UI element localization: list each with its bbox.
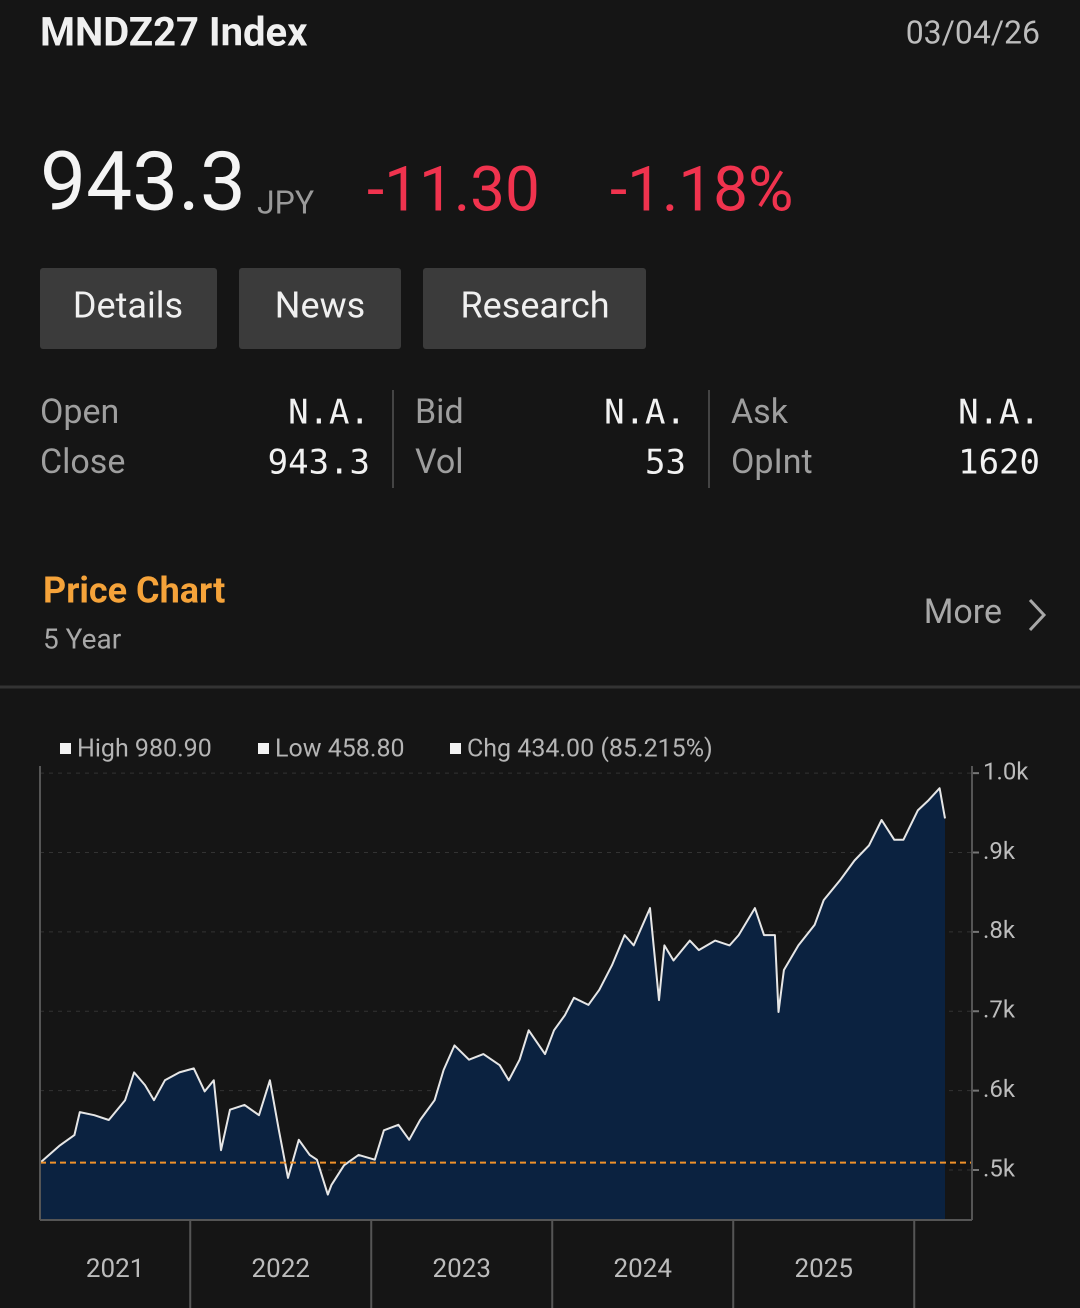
x-tick-label: 2024 [614, 1254, 673, 1284]
section-subtitle: 5 Year [43, 622, 122, 655]
y-tick-label: .9k [983, 837, 1016, 865]
x-tick-label: 2021 [86, 1254, 144, 1284]
legend-swatch [258, 743, 269, 754]
date: 03/04/26 [906, 13, 1040, 51]
tab-label[interactable]: Details [73, 285, 183, 327]
stat-value: N.A. [288, 393, 370, 433]
stat-label: Close [40, 442, 125, 482]
more-link[interactable]: More [924, 592, 1002, 632]
stat-label: Vol [415, 442, 464, 482]
y-tick-label: .5k [983, 1154, 1016, 1182]
stat-value: 1620 [958, 443, 1040, 483]
legend-label: Low 458.80 [275, 735, 405, 764]
stat-value: 53 [645, 443, 686, 483]
x-tick-label: 2025 [795, 1254, 853, 1284]
stat-label: OpInt [731, 442, 813, 482]
stat-value: N.A. [958, 393, 1040, 433]
tab-button[interactable] [239, 268, 401, 349]
stat-label: Open [40, 392, 119, 432]
legend-swatch [450, 743, 461, 754]
title: MNDZ27 Index [40, 9, 308, 56]
stat-value: N.A. [604, 393, 686, 433]
stat-label: Ask [731, 392, 789, 432]
y-tick-label: 1.0k [983, 757, 1029, 785]
change-pct: -1.18% [610, 153, 793, 226]
stat-value: 943.3 [268, 443, 370, 483]
y-tick-label: .8k [983, 916, 1016, 944]
x-tick-label: 2022 [252, 1254, 310, 1284]
y-tick-label: .6k [983, 1075, 1016, 1103]
tab-button[interactable] [40, 268, 217, 349]
change: -11.30 [367, 153, 540, 226]
price-line [39, 787, 946, 1196]
tab-label[interactable]: News [275, 285, 365, 327]
tab-button[interactable] [423, 268, 646, 349]
legend-label: High 980.90 [77, 735, 212, 764]
price: 943.3 [40, 135, 246, 231]
tab-label[interactable]: Research [460, 285, 609, 327]
y-tick-label: .7k [983, 996, 1016, 1024]
section-title: Price Chart [43, 570, 225, 612]
legend-label: Chg 434.00 (85.215%) [467, 735, 713, 764]
currency: JPY [257, 183, 314, 221]
chevron[interactable] [1028, 598, 1047, 632]
x-tick-label: 2023 [433, 1254, 491, 1284]
legend-swatch [60, 743, 71, 754]
area-fill [40, 788, 945, 1220]
stat-label: Bid [415, 392, 464, 432]
